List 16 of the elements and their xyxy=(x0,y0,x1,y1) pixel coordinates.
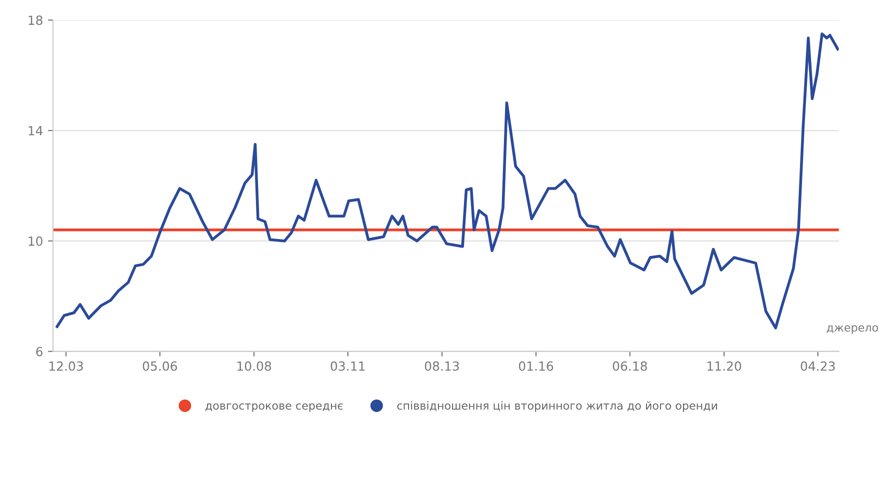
x-tick-label: 05.06 xyxy=(142,361,177,371)
x-tick-label: 12.03 xyxy=(49,361,83,371)
y-tick-label: 10 xyxy=(28,236,42,246)
x-tick-label: 04.23 xyxy=(800,361,835,371)
x-tick-label: 06.18 xyxy=(612,361,647,371)
legend-label: співвідношення цін вторинного житла до його оренди xyxy=(397,401,718,412)
annotation: джерело xyxy=(826,325,878,334)
x-tick-label: 10.08 xyxy=(238,361,272,371)
x-tick-label: 01.16 xyxy=(518,361,554,371)
y-tick-label: 6 xyxy=(36,346,42,356)
y-tick-label: 18 xyxy=(28,16,42,26)
x-tick-label: 11.20 xyxy=(708,361,742,371)
y-tick-label: 14 xyxy=(28,126,43,136)
x-tick-label: 03.11 xyxy=(330,361,365,371)
legend-label: довгострокове середнє xyxy=(205,403,343,412)
x-tick-label: 08.13 xyxy=(424,361,459,371)
